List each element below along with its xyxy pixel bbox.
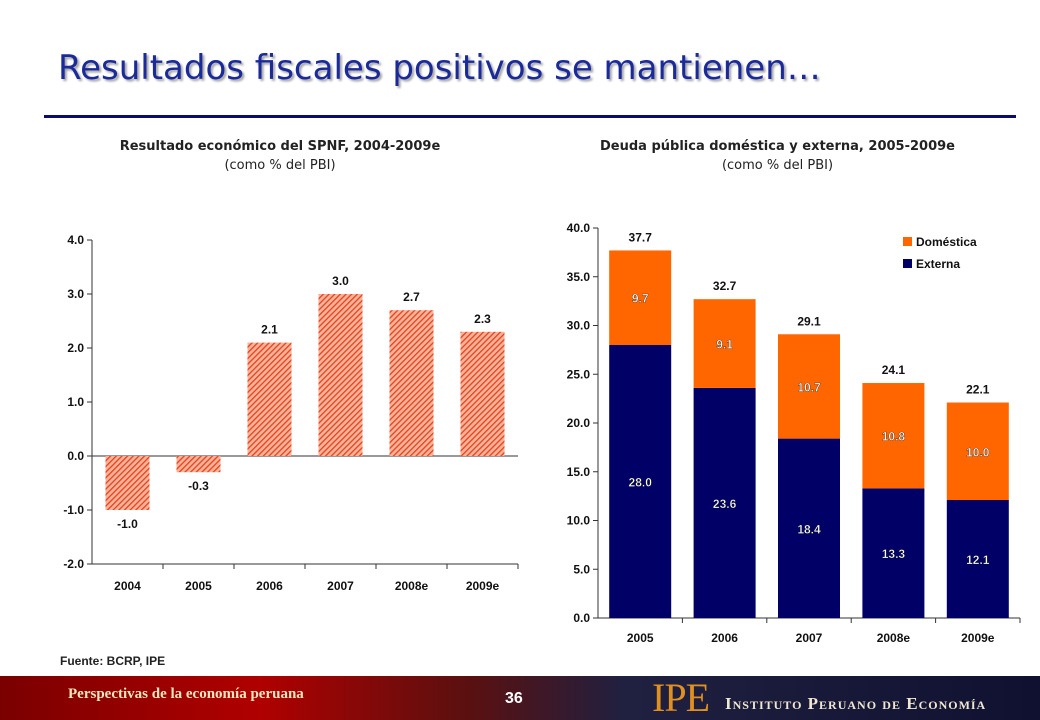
x-tick-label: 2004 xyxy=(114,579,141,593)
x-tick-label: 2006 xyxy=(711,631,738,645)
bar-externa-2006 xyxy=(693,387,756,618)
bar-domestica-2008e xyxy=(862,383,925,489)
y-tick-label: 35.0 xyxy=(567,270,591,284)
y-tick-label: -1.0 xyxy=(63,503,84,517)
ipe-logo-text: Instituto Peruano de Economía xyxy=(725,694,987,713)
y-tick-label: 15.0 xyxy=(567,465,591,479)
data-label: 3.0 xyxy=(332,274,349,288)
data-label-domestica: 10.8 xyxy=(882,430,906,444)
data-label-domestica: 9.1 xyxy=(716,338,733,352)
data-label-domestica: 10.7 xyxy=(797,380,821,394)
bar-2008e xyxy=(389,310,434,456)
y-tick-label: 4.0 xyxy=(67,233,84,247)
legend-swatch xyxy=(903,259,912,268)
bar-2007 xyxy=(318,294,363,456)
data-label-externa: 18.4 xyxy=(797,522,821,536)
chart1-subtitle: (como % del PBI) xyxy=(224,158,336,173)
footer-caption: Perspectivas de la economía peruana xyxy=(68,686,304,702)
x-tick-label: 2008e xyxy=(395,579,429,593)
y-tick-label: 25.0 xyxy=(567,367,591,381)
y-tick-label: 30.0 xyxy=(567,319,591,333)
x-tick-label: 2007 xyxy=(796,631,823,645)
ipe-logo: IPE xyxy=(652,675,710,720)
bar-externa-2005 xyxy=(609,345,672,618)
chart1-title: Resultado económico del SPNF, 2004-2009e xyxy=(119,139,441,154)
bar-domestica-2005 xyxy=(609,250,672,345)
y-tick-label: 40.0 xyxy=(567,221,591,235)
bar-domestica-2009e xyxy=(946,402,1009,501)
bar-2006 xyxy=(247,342,292,456)
bar-domestica-2006 xyxy=(693,299,756,388)
data-label-externa: 28.0 xyxy=(629,476,653,490)
y-tick-label: 20.0 xyxy=(567,416,591,430)
x-tick-label: 2009e xyxy=(961,631,995,645)
chart1-heading: Resultado económico del SPNF, 2004-2009e… xyxy=(40,139,520,173)
legend-swatch xyxy=(903,237,912,246)
footer-bar: Perspectivas de la economía peruana 36 I… xyxy=(0,676,1040,720)
total-label: 24.1 xyxy=(882,363,906,377)
source-note: Fuente: BCRP, IPE xyxy=(60,654,166,668)
x-tick-label: 2005 xyxy=(185,579,212,593)
data-label: -1.0 xyxy=(117,517,138,531)
x-tick-label: 2007 xyxy=(327,579,354,593)
data-label-externa: 12.1 xyxy=(966,553,990,567)
x-tick-label: 2005 xyxy=(627,631,654,645)
data-label-externa: 13.3 xyxy=(882,547,906,561)
bar-externa-2007 xyxy=(778,438,840,618)
bar-2005 xyxy=(176,456,221,473)
y-tick-label: 1.0 xyxy=(67,395,84,409)
x-tick-label: 2008e xyxy=(877,631,911,645)
total-label: 37.7 xyxy=(629,230,653,244)
data-label: -0.3 xyxy=(188,479,209,493)
y-tick-label: 0.0 xyxy=(67,449,84,463)
bar-externa-2008e xyxy=(862,488,925,618)
y-tick-label: 0.0 xyxy=(573,611,590,625)
bar-2009e xyxy=(460,331,505,456)
data-label: 2.1 xyxy=(261,323,278,337)
data-label: 2.3 xyxy=(474,312,491,326)
x-tick-label: 2009e xyxy=(466,579,500,593)
chart2-title: Deuda pública doméstica y externa, 2005-… xyxy=(600,139,955,154)
total-label: 29.1 xyxy=(797,314,821,328)
total-label: 22.1 xyxy=(966,383,990,397)
y-tick-label: 10.0 xyxy=(567,514,591,528)
data-label-domestica: 9.7 xyxy=(632,292,649,306)
slide-title: Resultados fiscales positivos se mantien… xyxy=(58,48,821,88)
bar-externa-2009e xyxy=(946,500,1009,618)
y-tick-label: 2.0 xyxy=(67,341,84,355)
y-tick-label: -2.0 xyxy=(63,557,84,571)
total-label: 32.7 xyxy=(713,279,737,293)
legend-label: Externa xyxy=(916,257,960,271)
page-number: 36 xyxy=(505,690,523,707)
y-tick-label: 5.0 xyxy=(573,562,590,576)
x-tick-label: 2006 xyxy=(256,579,283,593)
title-divider xyxy=(44,115,1016,118)
chart2-subtitle: (como % del PBI) xyxy=(721,158,834,173)
data-label-domestica: 10.0 xyxy=(966,445,990,459)
bar-2004 xyxy=(105,456,150,510)
bar-domestica-2007 xyxy=(778,334,840,439)
legend-label: Doméstica xyxy=(916,235,977,249)
data-label: 2.7 xyxy=(403,290,420,304)
data-label-externa: 23.6 xyxy=(713,497,737,511)
chart2-heading: Deuda pública doméstica y externa, 2005-… xyxy=(530,139,1025,173)
y-tick-label: 3.0 xyxy=(67,287,84,301)
